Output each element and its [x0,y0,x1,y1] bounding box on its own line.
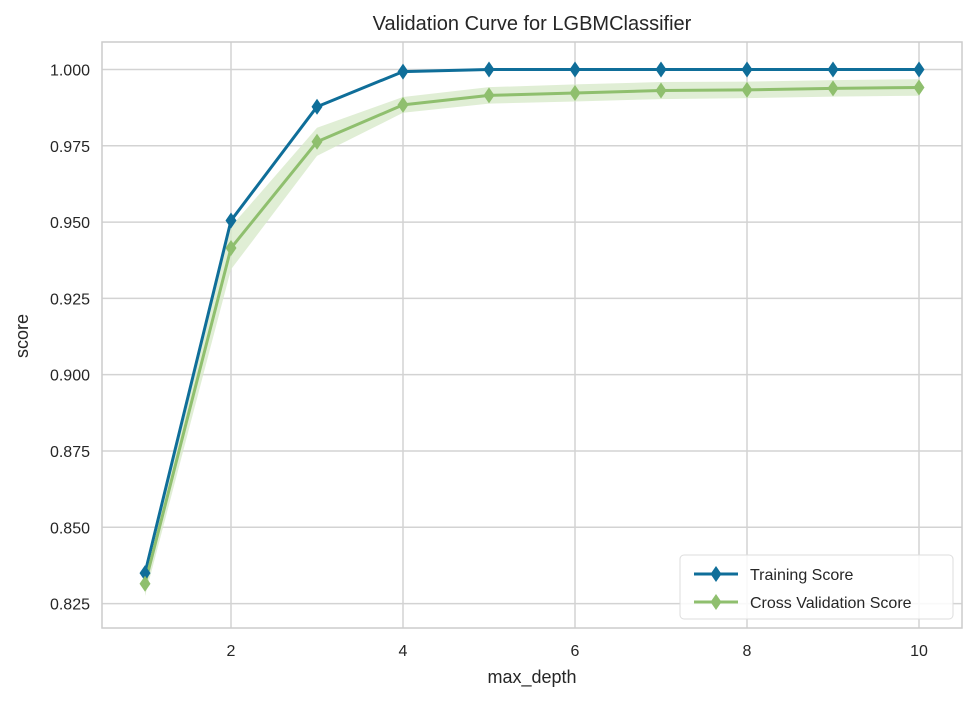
x-tick-label: 10 [910,643,928,660]
y-tick-label: 0.825 [50,597,90,614]
training-score-point [483,61,495,78]
x-tick-label: 6 [571,643,580,660]
series-lines [143,67,920,585]
cross-validation-score-legend-label: Cross Validation Score [750,595,912,612]
cross-validation-score-point [225,240,237,257]
legend: Training Score Cross Validation Score [679,554,954,620]
grid-lines [102,42,962,628]
training-score-legend-marker [710,566,722,582]
y-axis-label: score [12,314,32,358]
y-tick-label: 0.850 [50,520,90,537]
training-score-point [225,212,237,229]
training-score-point [655,61,667,78]
legend-entries: Training Score Cross Validation Score [694,566,912,612]
legend-box [679,554,954,620]
y-tick-label: 0.950 [50,215,90,232]
training-score-legend-label: Training Score [750,567,854,584]
training-score-point [827,61,839,78]
y-tick-label: 0.875 [50,444,90,461]
x-tick-label: 2 [227,643,236,660]
plot-background [102,42,962,628]
cross-validation-score-line [143,85,920,585]
cross-validation-score-point [483,87,495,104]
training-score-line [143,67,919,574]
x-axis-label: max_depth [487,667,576,688]
cross-validation-score-point [827,80,839,97]
y-tick-label: 0.975 [50,139,90,156]
training-score-point [913,61,925,78]
cross-validation-score-point [311,133,323,150]
y-tick-label: 0.900 [50,368,90,385]
plot-frame [101,41,963,629]
cross-validation-score-point [741,81,753,98]
cross-validation-score-point [913,79,925,96]
training-score-point [139,565,151,582]
training-score-point [311,98,323,115]
cross-validation-score-point [397,96,409,113]
training-score-point [569,61,581,78]
y-tick-label: 1.000 [50,62,90,79]
x-tick-label: 8 [743,643,752,660]
cross-validation-score-legend-marker [710,594,722,610]
training-score-point [741,61,753,78]
series-markers [139,61,925,592]
cross-validation-score-point [139,575,151,592]
cross-validation-score-point [655,82,667,99]
x-tick-labels: 2 4 6 8 10 [227,643,928,660]
y-tick-label: 0.925 [50,291,90,308]
y-tick-labels: 0.825 0.850 0.875 0.900 0.925 0.950 0.975 1.000 [50,62,90,613]
chart-title: Validation Curve for LGBMClassifier [373,13,692,35]
x-tick-label: 4 [399,643,408,660]
cross-validation-score-point [569,84,581,101]
training-score-point [397,63,409,80]
